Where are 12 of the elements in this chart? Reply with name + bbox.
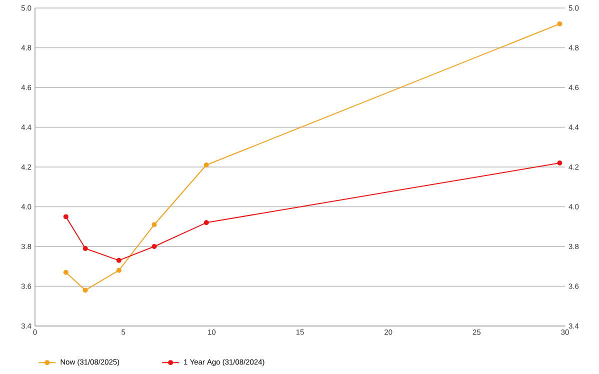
point — [204, 162, 209, 168]
point — [116, 268, 122, 273]
point — [557, 160, 562, 166]
point — [82, 288, 88, 293]
point — [82, 246, 88, 251]
point — [204, 220, 209, 226]
point — [557, 21, 562, 26]
point — [63, 270, 68, 275]
point — [63, 214, 68, 220]
point — [152, 222, 157, 228]
point — [152, 244, 157, 249]
point — [116, 258, 122, 263]
